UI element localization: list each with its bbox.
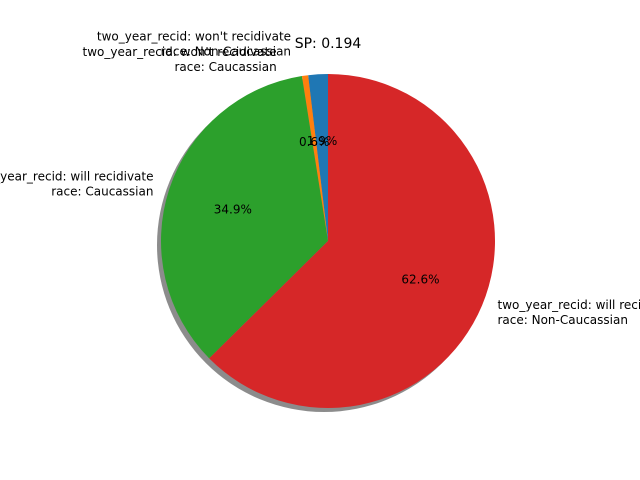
percent-label-2: 0.6%: [299, 135, 330, 149]
percent-label-1: 1.9%: [307, 134, 338, 148]
pie-slice-3: [160, 76, 328, 359]
pie-slice-4: [209, 74, 495, 409]
chart-title: SP: 0.194: [295, 36, 362, 52]
pie-slice-2: [301, 75, 328, 242]
percent-labels: 1.9%0.6% 34.9% 62.6%: [214, 134, 440, 287]
pie-slices: [160, 74, 495, 409]
pie-slice-1: [308, 74, 328, 241]
slice-label-2: two_year_recid: won't recidivate race: Ca…: [83, 45, 277, 74]
percent-label-4: 62.6%: [401, 273, 439, 287]
slice-label-1: two_year_recid: won't recidivate race: No…: [97, 30, 291, 59]
percent-label-3: 34.9%: [214, 203, 252, 217]
slice-labels: two_year_recid: won't recidivate race: No…: [0, 30, 640, 327]
